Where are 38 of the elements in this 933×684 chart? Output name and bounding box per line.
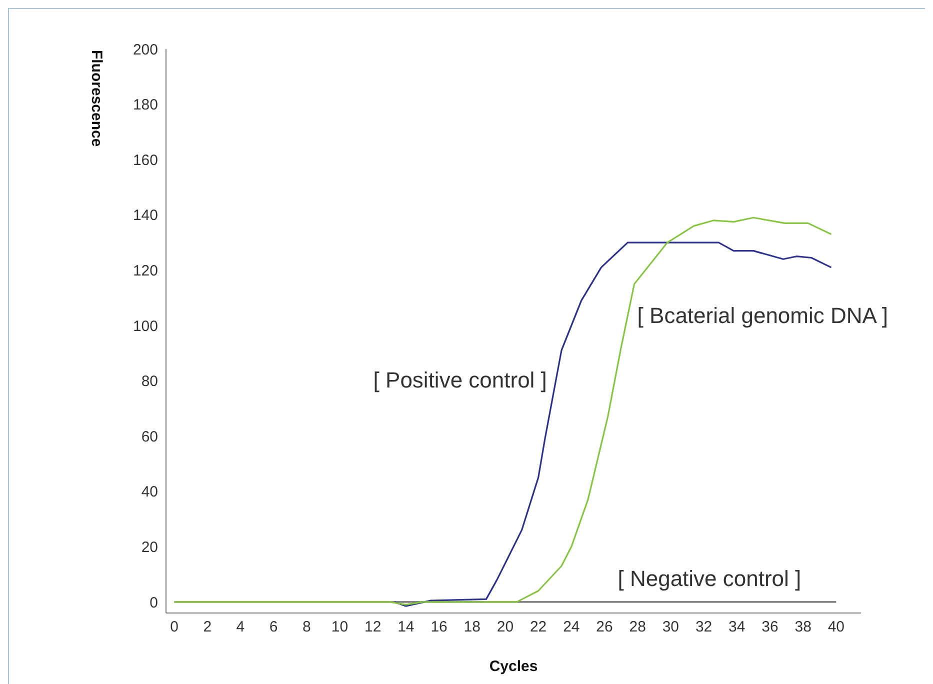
x-tick-label: 34: [728, 618, 746, 636]
x-tick-label: 36: [762, 618, 778, 636]
x-tick-label: 0: [170, 618, 178, 636]
x-axis-title: Cycles: [489, 658, 538, 675]
y-tick-label: 120: [132, 262, 158, 280]
series-label: [ Bcaterial genomic DNA ]: [637, 302, 888, 328]
x-tick-label: 40: [828, 618, 845, 636]
x-tick-label: 2: [203, 618, 212, 636]
x-tick-label: 20: [496, 618, 514, 636]
x-tick-label: 30: [662, 618, 680, 636]
line-series: [173, 216, 832, 606]
x-tick-label: 16: [430, 618, 448, 636]
x-tick-label: 38: [794, 618, 812, 636]
y-tick-label: 80: [141, 373, 158, 390]
x-tick-label: 4: [236, 618, 245, 636]
y-tick-label: 180: [132, 96, 158, 114]
y-tick-label: 20: [141, 538, 158, 556]
y-axis-title: Fluorescence: [88, 50, 106, 147]
y-tick-label: 160: [132, 152, 158, 169]
x-tick-label: 12: [364, 618, 382, 636]
x-tick-label: 8: [302, 618, 311, 636]
x-tick-label: 6: [269, 618, 278, 636]
y-tick-label: 60: [141, 428, 158, 446]
y-tick-label: 200: [132, 41, 158, 58]
x-tick-label: 28: [629, 618, 646, 636]
y-tick-label: 100: [132, 318, 158, 335]
x-tick-label: 10: [331, 618, 348, 636]
y-tick-label: 140: [132, 207, 158, 224]
x-tick-label: 24: [563, 618, 580, 636]
series-label: [ Positive control ]: [373, 368, 547, 393]
series-label: [ Negative control ]: [618, 566, 802, 591]
y-tick-label: 0: [150, 594, 158, 612]
x-tick-label: 14: [398, 618, 414, 636]
y-tick-label: 40: [141, 484, 158, 501]
x-tick-label: 18: [464, 618, 480, 636]
x-tick-label: 22: [530, 618, 547, 636]
x-tick-label: 26: [596, 618, 613, 636]
x-tick-label: 32: [695, 618, 712, 636]
